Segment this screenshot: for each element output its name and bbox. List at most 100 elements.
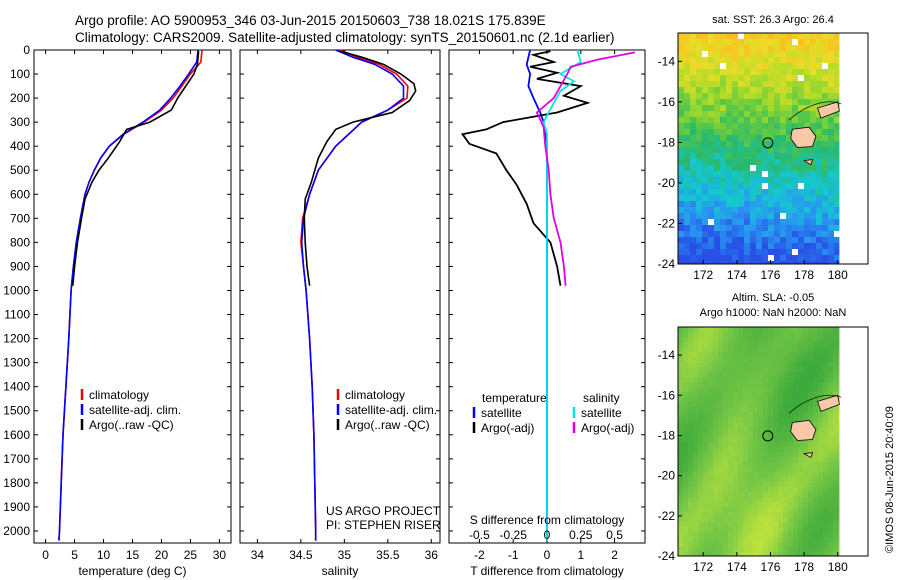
map-cell — [748, 422, 753, 427]
map-cell — [756, 243, 762, 249]
map-cell — [793, 457, 798, 462]
map-cell — [693, 422, 698, 427]
map-cell — [678, 201, 684, 207]
map-cell — [702, 105, 708, 111]
map-cell — [738, 467, 743, 472]
map-cell — [714, 39, 720, 45]
map-cell — [714, 93, 720, 99]
map-cell — [738, 512, 743, 517]
map-cell — [693, 527, 698, 532]
map-cell — [693, 532, 698, 537]
map-cell — [748, 407, 753, 412]
map-cell — [762, 237, 768, 243]
map-cell — [810, 87, 816, 93]
map-cell — [713, 347, 718, 352]
map-cell — [708, 367, 713, 372]
map-cell — [792, 237, 798, 243]
map-cell — [822, 147, 828, 153]
map-cell — [723, 547, 728, 552]
map-cell — [678, 447, 683, 452]
map-cell — [762, 207, 768, 213]
map-cell — [758, 442, 763, 447]
map-cell — [828, 487, 833, 492]
map-cell — [738, 367, 743, 372]
map-cell — [828, 537, 833, 542]
map-cell — [693, 357, 698, 362]
map-cell — [690, 195, 696, 201]
map-cell — [788, 467, 793, 472]
x-tick-label: 35.5 — [376, 548, 400, 562]
map-cell — [748, 412, 753, 417]
map-cell — [763, 412, 768, 417]
map-cell — [693, 392, 698, 397]
map-cell — [778, 362, 783, 367]
map-cell — [834, 81, 840, 87]
y-tick-label: 1400 — [3, 380, 30, 394]
x-tick-label: 36 — [425, 548, 439, 562]
map-cell — [723, 367, 728, 372]
map-cell — [718, 427, 723, 432]
map-cell — [743, 427, 748, 432]
map-cell — [702, 189, 708, 195]
map-cell — [786, 111, 792, 117]
y-tick-label: 0 — [23, 43, 30, 57]
map-cell — [823, 512, 828, 517]
map-cell — [822, 183, 828, 189]
map-cell — [762, 183, 768, 189]
map-cell — [816, 51, 822, 57]
map-cell — [778, 407, 783, 412]
map-cell — [816, 183, 822, 189]
map-cell — [728, 332, 733, 337]
map-cell — [726, 129, 732, 135]
map-cell — [732, 33, 738, 39]
map-cell — [788, 392, 793, 397]
map-cell — [780, 177, 786, 183]
map-cell — [810, 111, 816, 117]
map-cell — [773, 532, 778, 537]
map-cell — [783, 332, 788, 337]
x-tick-label: 2 — [611, 548, 618, 562]
map-cell — [748, 327, 753, 332]
map-cell — [743, 382, 748, 387]
map-cell — [713, 547, 718, 552]
map-cell — [732, 93, 738, 99]
map-cell — [762, 255, 768, 261]
map-cell — [834, 219, 840, 225]
map-cell — [833, 442, 838, 447]
map-cell — [808, 542, 813, 547]
map-cell — [688, 372, 693, 377]
map-cell — [678, 342, 683, 347]
map-cell — [703, 422, 708, 427]
map-cell — [744, 171, 750, 177]
map-cell — [684, 75, 690, 81]
map-cell — [703, 462, 708, 467]
map-cell — [816, 33, 822, 39]
map-cell — [743, 472, 748, 477]
map-cell — [808, 522, 813, 527]
map-cell — [738, 117, 744, 123]
map-cell — [808, 462, 813, 467]
map-cell — [733, 472, 738, 477]
map-cell — [808, 407, 813, 412]
map-cell — [708, 517, 713, 522]
map-cell — [723, 462, 728, 467]
map-cell — [786, 237, 792, 243]
map-cell — [738, 352, 743, 357]
map-cell — [683, 397, 688, 402]
map-cell — [768, 87, 774, 93]
map-cell — [683, 477, 688, 482]
map-cell — [816, 159, 822, 165]
map-cell — [823, 382, 828, 387]
map-cell — [678, 75, 684, 81]
map-cell — [720, 225, 726, 231]
map-cell — [768, 397, 773, 402]
map-cell — [683, 462, 688, 467]
map-cell — [696, 33, 702, 39]
map-cell — [818, 507, 823, 512]
map-cell — [678, 512, 683, 517]
map-cell — [762, 165, 768, 171]
map-cell — [690, 147, 696, 153]
map-cell — [723, 477, 728, 482]
map-cell — [804, 183, 810, 189]
map-cell — [813, 337, 818, 342]
